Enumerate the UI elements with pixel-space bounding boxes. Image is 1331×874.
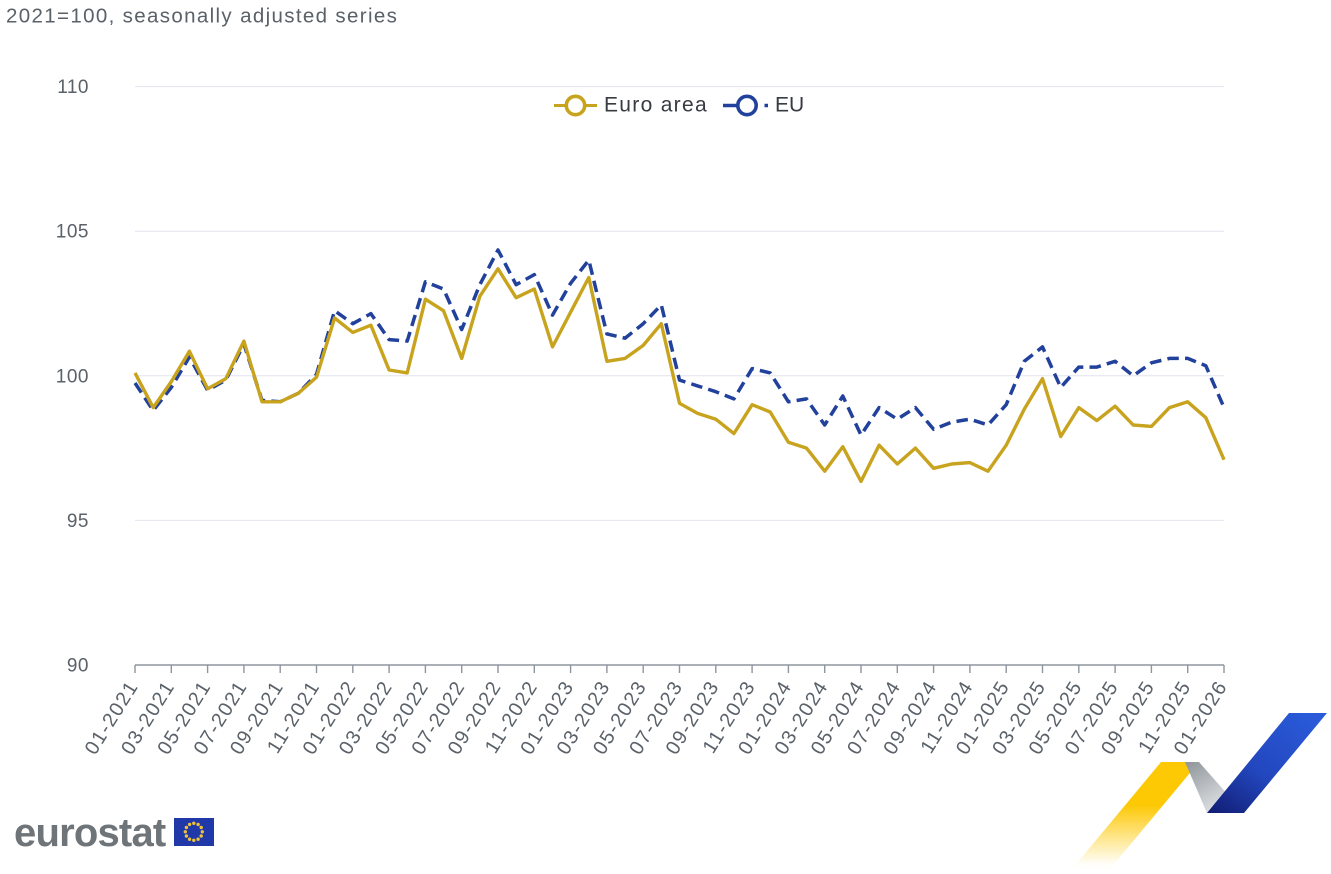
- svg-text:Euro area: Euro area: [604, 93, 708, 116]
- svg-text:2021=100, seasonally adjusted: 2021=100, seasonally adjusted series: [6, 5, 398, 28]
- svg-text:95: 95: [67, 511, 89, 532]
- svg-text:110: 110: [57, 77, 89, 98]
- svg-text:90: 90: [67, 656, 89, 677]
- svg-text:eurostat: eurostat: [14, 811, 166, 855]
- svg-text:105: 105: [56, 222, 89, 243]
- svg-text:EU: EU: [775, 93, 804, 116]
- svg-text:100: 100: [56, 366, 89, 387]
